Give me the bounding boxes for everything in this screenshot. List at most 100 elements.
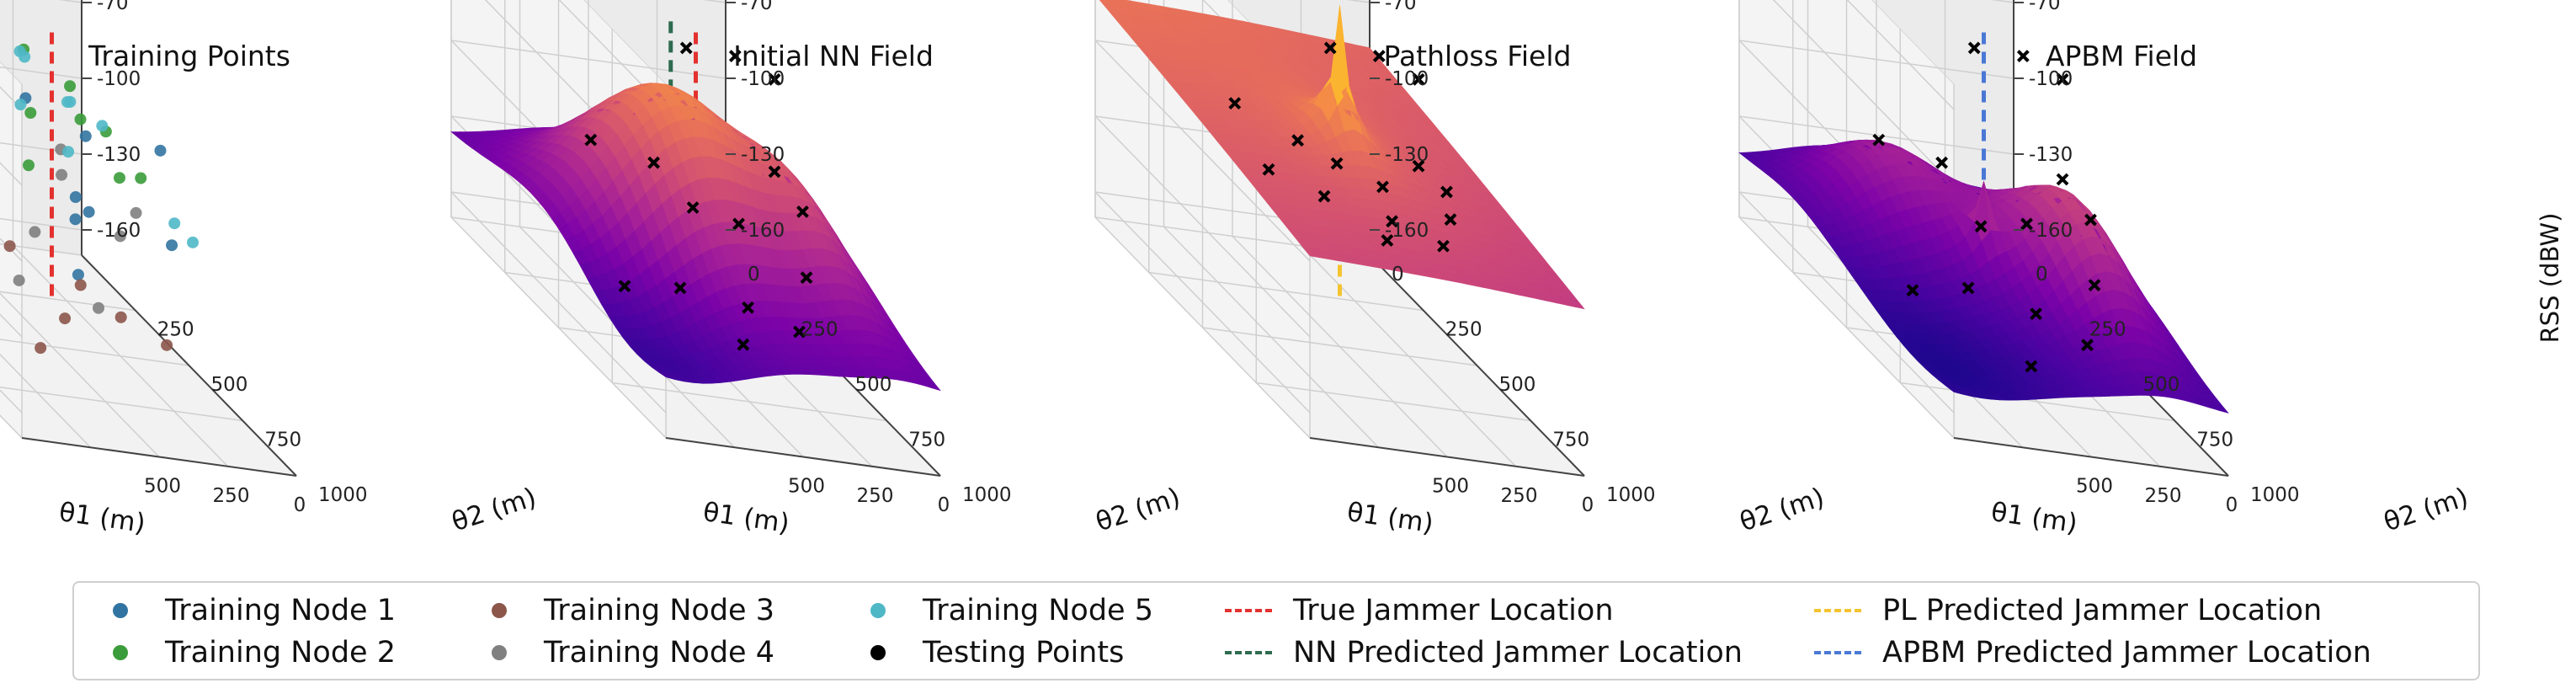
legend-swatch	[113, 603, 128, 618]
legend-item: Training Node 5	[849, 590, 1153, 632]
legend-swatch	[492, 645, 507, 660]
training-point	[72, 269, 84, 281]
legend-swatch	[1814, 609, 1861, 612]
testing-point	[1906, 284, 1919, 297]
testing-point	[1317, 189, 1331, 203]
floor-gridline	[1163, 226, 1380, 448]
legend-swatch	[870, 603, 886, 618]
y-tick-label: 250	[1445, 319, 1482, 341]
floor-gridline	[0, 243, 82, 256]
z-tick-label: -100	[97, 68, 141, 90]
legend-marker	[91, 632, 150, 674]
z-tick-label: -100	[2029, 68, 2073, 90]
y-tick-label: 500	[2143, 374, 2180, 396]
testing-point	[737, 338, 750, 351]
legend-item: True Jammer Location	[1219, 590, 1614, 632]
y-axis-label: θ2 (m)	[1092, 482, 1184, 537]
legend-label: APBM Predicted Jammer Location	[1882, 636, 2371, 670]
y-tick-label: 0	[1392, 264, 1404, 285]
y-tick-label: 750	[264, 430, 301, 451]
surface	[1099, 0, 1585, 310]
testing-point	[800, 271, 813, 285]
training-point	[96, 120, 109, 132]
testing-point	[584, 133, 598, 147]
training-point	[161, 339, 173, 351]
training-point	[187, 236, 200, 248]
training-point	[23, 159, 35, 172]
x-axis-label: θ1 (m)	[57, 497, 147, 539]
testing-point	[1228, 97, 1242, 110]
y-tick-label: 750	[1552, 430, 1589, 451]
legend-item: NN Predicted Jammer Location	[1219, 632, 1743, 674]
y-tick-label: 250	[2089, 319, 2126, 341]
testing-point	[1872, 133, 1886, 147]
testing-point	[2056, 173, 2069, 186]
pane-gridline	[1094, 40, 1311, 262]
z-tick-label: -130	[1385, 144, 1429, 166]
z-tick-label: -100	[741, 68, 785, 90]
legend-swatch	[113, 645, 128, 660]
testing-point	[2088, 279, 2101, 292]
floor-gridline	[1300, 245, 1517, 467]
legend-item: PL Predicted Jammer Location	[1808, 590, 2322, 632]
training-point	[59, 312, 72, 325]
pane-gridline	[0, 217, 82, 231]
training-point	[69, 191, 82, 204]
legend-label: Training Node 1	[165, 594, 396, 627]
y-tick-label: 750	[908, 430, 945, 451]
testing-point	[1372, 50, 1386, 63]
y-tick-label: 1000	[962, 484, 1012, 506]
y-tick-label: 250	[157, 319, 194, 341]
panel-pathloss-field: -40-70-100-130-160500250002505007501000P…	[1094, 0, 1920, 539]
x-tick-label: 500	[144, 476, 181, 498]
z-tick-label: -160	[1385, 220, 1429, 242]
y-tick-label: 1000	[2250, 484, 2300, 506]
pane-gridline	[558, 0, 667, 110]
legend-item: Training Node 4	[470, 632, 774, 674]
training-point	[64, 80, 77, 93]
legend-item: Training Node 3	[470, 590, 774, 632]
z-tick-label: -130	[2029, 144, 2073, 166]
x-axis-line	[1953, 437, 2229, 477]
legend-swatch	[1814, 651, 1861, 654]
y-tick-label: 500	[1499, 374, 1536, 396]
training-point	[93, 301, 105, 314]
legend-item: APBM Predicted Jammer Location	[1808, 632, 2371, 674]
panel-initial-nn-field: -40-70-100-130-160500250002505007501000I…	[450, 0, 1276, 539]
y-axis-label: θ2 (m)	[1736, 482, 1828, 537]
testing-point	[686, 201, 700, 214]
training-point	[69, 213, 82, 226]
testing-point	[1376, 180, 1389, 194]
x-tick-label: 250	[2145, 485, 2182, 507]
surface	[1738, 139, 2229, 414]
training-point	[3, 240, 16, 253]
floor-gridline	[1738, 216, 1955, 439]
surface-patch	[923, 377, 941, 392]
testing-point	[2020, 217, 2033, 231]
testing-point	[1323, 41, 1337, 55]
pane-gridline	[0, 141, 82, 155]
testing-point	[2016, 50, 2030, 63]
training-point	[29, 226, 41, 238]
y-axis-line	[81, 254, 297, 477]
y-tick-label: 1000	[1606, 484, 1656, 506]
x-axis-line	[21, 437, 297, 477]
testing-point	[1935, 156, 1949, 169]
x-tick-label: 0	[2226, 494, 2238, 516]
legend-label: Training Node 4	[544, 636, 774, 670]
z-tick-label: -70	[97, 0, 129, 14]
training-point	[14, 99, 27, 111]
surface	[450, 83, 941, 392]
z-tick-label: -160	[741, 220, 785, 242]
testing-point	[2084, 213, 2097, 227]
legend-label: PL Predicted Jammer Location	[1882, 594, 2323, 627]
panel-training-points: -40-70-100-130-16050025002505007501000Tr…	[0, 0, 632, 539]
testing-point	[2056, 72, 2069, 86]
testing-point	[1330, 157, 1344, 170]
x-tick-label: 250	[857, 485, 894, 507]
legend-marker	[470, 632, 529, 674]
y-axis-line	[1369, 254, 1585, 477]
testing-point	[618, 280, 631, 293]
legend-swatch	[1225, 651, 1272, 654]
